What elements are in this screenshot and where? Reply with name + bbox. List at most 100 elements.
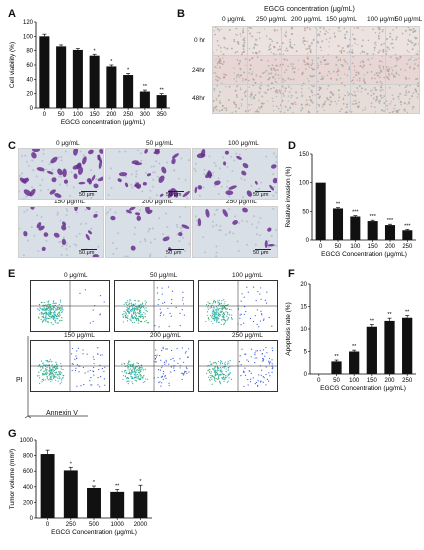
event-dot <box>223 303 225 305</box>
membrane-pore <box>275 161 277 164</box>
event-dot <box>221 373 224 375</box>
event-dot <box>58 303 60 306</box>
event-dot <box>139 369 141 371</box>
event-dot <box>168 382 170 384</box>
cell-dot <box>317 89 320 91</box>
cell-dot <box>350 93 353 96</box>
event-dot <box>39 366 41 368</box>
event-dot <box>133 370 135 373</box>
micrograph-caption: 200 μg/mL <box>142 198 173 205</box>
cell-dot <box>310 75 314 78</box>
event-dot <box>168 384 170 387</box>
cell-dot <box>311 101 314 104</box>
event-dot <box>221 304 223 306</box>
cell-dot <box>294 101 296 103</box>
event-dot <box>227 313 229 315</box>
invaded-cell <box>154 149 160 153</box>
cell-dot <box>343 85 346 87</box>
cell-dot <box>357 106 360 109</box>
event-dot <box>129 318 131 320</box>
event-dot <box>71 347 74 350</box>
membrane-pore <box>196 224 199 227</box>
cell-dot <box>383 76 385 79</box>
event-dot <box>49 317 51 319</box>
cell-dot <box>382 29 384 31</box>
cell-dot <box>270 40 273 43</box>
cell-dot <box>336 59 339 62</box>
cell-dot <box>309 98 312 101</box>
membrane-pore <box>251 223 254 226</box>
cell-dot <box>305 68 307 70</box>
event-dot <box>268 360 270 362</box>
cell-dot <box>343 36 346 39</box>
cell-dot <box>262 102 265 105</box>
micrograph-caption: 100 μg/mL <box>228 140 259 147</box>
cell-dot <box>240 35 242 37</box>
event-dot <box>224 363 226 365</box>
event-dot <box>223 322 225 325</box>
cell-dot <box>247 72 250 74</box>
event-dot <box>223 380 225 383</box>
event-dot <box>135 315 138 317</box>
invaded-cell <box>170 188 176 192</box>
event-dot <box>271 347 273 349</box>
cell-dot <box>308 47 311 50</box>
cell-dot <box>367 39 370 42</box>
event-dot <box>211 378 213 380</box>
membrane-pore <box>20 172 23 175</box>
event-dot <box>43 364 46 366</box>
membrane-pore <box>213 213 216 216</box>
significance-marker: ** <box>143 84 148 90</box>
scale-bar-label: 50 μm <box>79 250 95 256</box>
event-dot <box>259 293 261 295</box>
event-dot <box>45 319 47 322</box>
cell-dot <box>398 85 400 87</box>
membrane-pore <box>68 245 71 248</box>
event-dot <box>266 378 269 380</box>
cell-dot <box>212 52 214 54</box>
cell-dot <box>260 102 263 105</box>
cell-dot <box>236 58 239 61</box>
cell-dot <box>387 72 390 75</box>
cell-dot <box>348 50 350 53</box>
cell-dot <box>416 53 419 55</box>
cell-dot <box>377 37 381 40</box>
membrane-pore <box>143 238 146 241</box>
event-dot <box>49 360 51 363</box>
cell-dot <box>337 44 340 47</box>
event-dot <box>52 323 54 326</box>
cell-dot <box>225 85 227 88</box>
invaded-cell <box>171 153 179 159</box>
cell-dot <box>239 75 241 77</box>
membrane-pore <box>141 190 144 193</box>
event-dot <box>268 363 271 365</box>
event-dot <box>227 374 230 376</box>
cell-dot <box>346 52 348 54</box>
scratch-image <box>384 84 420 114</box>
cell-dot <box>317 93 319 95</box>
cell-dot <box>346 44 349 47</box>
cell-dot <box>343 33 346 36</box>
event-dot <box>58 311 60 313</box>
event-dot <box>76 363 78 366</box>
cell-dot <box>406 43 409 46</box>
event-dot <box>264 355 266 357</box>
membrane-pore <box>134 226 137 229</box>
membrane-pore <box>177 177 180 180</box>
membrane-pore <box>85 222 88 225</box>
cell-dot <box>391 111 393 113</box>
scratch-image <box>315 26 351 56</box>
cell-dot <box>301 107 304 110</box>
cell-dot <box>255 74 257 76</box>
bar <box>87 487 101 518</box>
membrane-pore <box>139 240 142 243</box>
event-dot <box>60 366 62 368</box>
event-dot <box>157 303 159 306</box>
event-dot <box>134 299 136 301</box>
membrane-pore <box>203 168 206 171</box>
membrane-pore <box>175 223 178 226</box>
cell-dot <box>408 67 411 69</box>
membrane-pore <box>273 185 276 188</box>
event-dot <box>183 371 186 373</box>
cell-dot <box>344 111 346 113</box>
